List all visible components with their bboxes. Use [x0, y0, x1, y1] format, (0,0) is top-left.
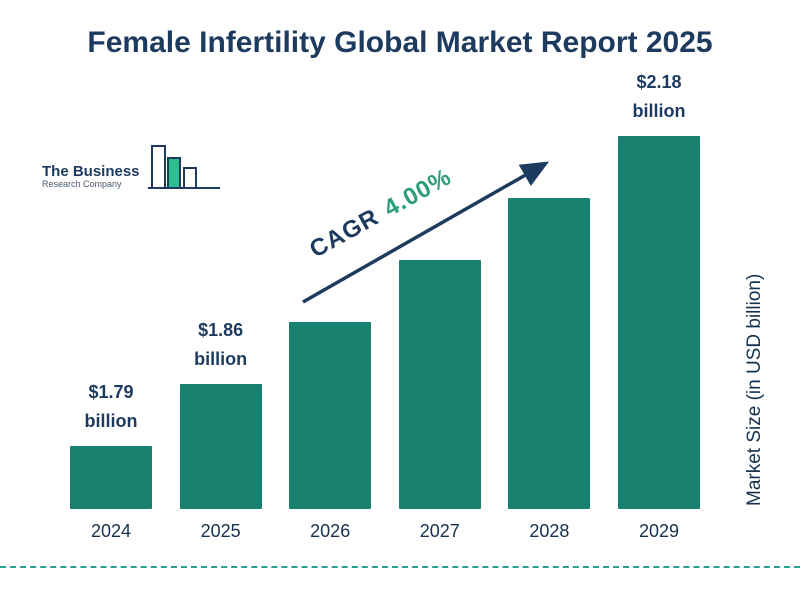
y-axis-label: Market Size (in USD billion) — [744, 273, 765, 507]
bar-column-2029: $2.18 billion 2029 — [617, 68, 700, 542]
logo-text: The Business Research Company — [42, 162, 140, 200]
bar-column-2024: $1.79 billion 2024 — [70, 378, 152, 542]
x-axis-label-2024: 2024 — [90, 521, 132, 541]
x-axis-label-2025: 2025 — [200, 521, 241, 541]
x-axis-label-2027: 2027 — [419, 521, 460, 541]
bar-2028 — [508, 198, 591, 509]
logo-bar-chart-icon — [147, 145, 220, 189]
page-title: Female Infertility Global Market Report … — [87, 26, 713, 59]
bar-column-2027: 2027 — [398, 260, 481, 542]
bar-2025 — [179, 384, 262, 509]
bar-value-label-2029: $2.18 billion — [632, 72, 686, 122]
bar-value-label-2025: $1.86 billion — [194, 320, 248, 370]
bar-2029 — [617, 136, 700, 509]
bottom-dashed-divider — [0, 566, 800, 568]
logo-company-name: The Business — [42, 162, 140, 180]
bar-value-label-2024: $1.79 billion — [84, 382, 138, 432]
bar-2026 — [289, 322, 372, 509]
x-axis-label-2028: 2028 — [529, 521, 570, 541]
logo: The Business Research Company — [42, 142, 224, 200]
bar-2024 — [70, 446, 152, 509]
bar-chart: $1.79 billion 2024 $1.86 billion 2025 2026 2027… — [70, 72, 700, 542]
x-axis-label-2026: 2026 — [310, 521, 351, 541]
x-axis-label-2029: 2029 — [638, 521, 679, 541]
bar-column-2026: 2026 — [289, 322, 372, 542]
logo-company-subname: Research Company — [42, 179, 122, 190]
bar-2027 — [398, 260, 481, 509]
bar-column-2025: $1.86 billion 2025 — [179, 316, 262, 542]
bar-column-2028: 2028 — [508, 198, 591, 542]
